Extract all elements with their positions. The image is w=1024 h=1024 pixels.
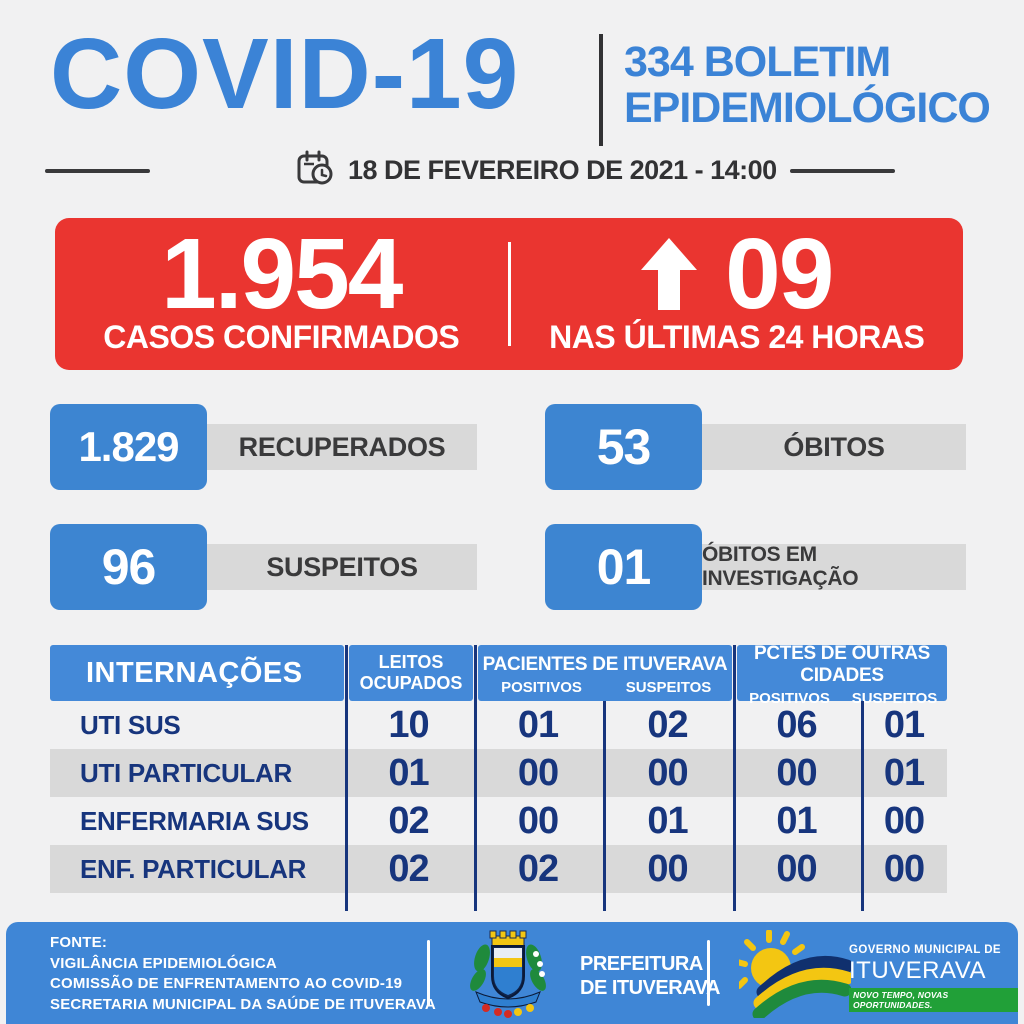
prefecture-line2: DE ITUVERAVA (580, 977, 720, 999)
government-wordmark: GOVERNO MUNICIPAL DE ITUVERAVA NOVO TEMP… (849, 944, 1018, 1013)
source-title: FONTE: (50, 934, 108, 951)
calendar-clock-icon (297, 150, 333, 185)
bulletin-number: 334 BOLETIM EPIDEMIOLÓGICO (624, 38, 991, 132)
bulletin-line2: EPIDEMIOLÓGICO (624, 83, 991, 132)
footer-source: FONTE: VIGILÂNCIA EPIDEMIOLÓGICA COMISSÃ… (50, 933, 436, 1016)
cell-value: 00 (776, 751, 817, 794)
confirmed-cases-banner: 1.954 CASOS CONFIRMADOS 09 NAS ÚLTIMAS 2… (55, 218, 963, 370)
confirmed-total-block: 1.954 CASOS CONFIRMADOS (55, 218, 508, 370)
table-row-enfermaria-sus: ENFERMARIA SUS 02 00 01 01 00 (50, 797, 947, 845)
cell-value: 01 (883, 751, 925, 794)
government-tagline-badge: NOVO TEMPO, NOVAS OPORTUNIDADES. (849, 988, 1018, 1012)
cell-value: 02 (647, 703, 688, 746)
delta-value: 09 (725, 217, 834, 330)
cell-value: 06 (776, 703, 817, 746)
stat-card-suspeitos: 96 SUSPEITOS (50, 524, 477, 610)
footer-divider (707, 940, 710, 1006)
cell-value: 00 (517, 751, 559, 794)
subcolumn-positivos: POSITIVOS (749, 690, 830, 707)
table-column-divider (861, 701, 864, 911)
row-label: UTI SUS (80, 709, 181, 740)
stat-label: ÓBITOS EM INVESTIGAÇÃO (702, 543, 966, 590)
row-label: UTI PARTICULAR (80, 757, 292, 788)
stat-label: RECUPERADOS (207, 424, 477, 470)
stat-value: 53 (545, 404, 702, 490)
prefecture-wordmark: PREFEITURA DE ITUVERAVA (580, 952, 720, 1000)
delta-24h-block: 09 NAS ÚLTIMAS 24 HORAS (511, 218, 964, 370)
source-line: VIGILÂNCIA EPIDEMIOLÓGICA (50, 954, 277, 972)
cell-value: 00 (776, 847, 817, 890)
prefecture-line1: PREFEITURA (580, 953, 703, 975)
cell-value: 00 (647, 751, 688, 794)
cell-value: 02 (388, 799, 429, 842)
column-group-pacientes-ituverava: PACIENTES DE ITUVERAVA POSITIVOS SUSPEIT… (478, 645, 732, 701)
confirmed-total-value: 1.954 (161, 217, 403, 330)
cell-value: 00 (883, 847, 925, 890)
table-row-enf-particular: ENF. PARTICULAR 02 02 00 00 00 (50, 845, 947, 893)
confirmed-total-label: CASOS CONFIRMADOS (103, 318, 460, 355)
date-text: 18 DE FEVEREIRO DE 2021 - 14:00 (348, 155, 777, 185)
government-sun-logo (739, 930, 851, 1018)
table-row-uti-particular: UTI PARTICULAR 01 00 00 00 01 (50, 749, 947, 797)
source-line: COMISSÃO DE ENFRENTAMENTO AO COVID-19 (50, 975, 403, 993)
up-arrow-icon (641, 237, 698, 310)
cell-value: 02 (388, 847, 429, 890)
stat-value: 1.829 (50, 404, 207, 490)
stat-label: SUSPEITOS (207, 544, 477, 590)
subcolumn-suspeitos: SUSPEITOS (851, 690, 938, 707)
table-column-divider (733, 645, 736, 911)
banner-divider (507, 242, 511, 346)
delta-label: NAS ÚLTIMAS 24 HORAS (549, 318, 925, 355)
table-column-divider (603, 701, 606, 911)
stat-value: 96 (50, 524, 207, 610)
cell-value: 00 (517, 799, 559, 842)
cell-value: 01 (517, 703, 559, 746)
government-line2: ITUVERAVA (849, 957, 986, 984)
stat-label: ÓBITOS (702, 424, 966, 470)
table-header: INTERNAÇÕES LEITOS OCUPADOS PACIENTES DE… (50, 643, 947, 707)
prefecture-coat-of-arms (470, 930, 546, 1018)
row-label: ENFERMARIA SUS (80, 805, 309, 836)
cell-value: 01 (776, 799, 817, 842)
column-header-leitos-ocupados: LEITOS OCUPADOS (349, 645, 473, 701)
stat-value: 01 (545, 524, 702, 610)
table-column-divider (474, 645, 477, 911)
cell-value: 01 (883, 703, 925, 746)
source-line: SECRETARIA MUNICIPAL DA SAÚDE DE ITUVERA… (50, 996, 436, 1014)
group-label: PACIENTES DE ITUVERAVA (482, 654, 728, 675)
government-line1: GOVERNO MUNICIPAL DE (849, 944, 1001, 956)
cell-value: 00 (647, 847, 688, 890)
header-divider (599, 34, 603, 146)
cell-value: 01 (647, 799, 688, 842)
col-beds-line2: OCUPADOS (359, 673, 463, 693)
bulletin-line1: 334 BOLETIM (624, 38, 891, 86)
page-title: COVID-19 (50, 18, 520, 130)
stat-card-obitos-investigacao: 01 ÓBITOS EM INVESTIGAÇÃO (545, 524, 966, 610)
cell-value: 10 (388, 703, 429, 746)
col-beds-line1: LEITOS (378, 652, 444, 673)
hospitalizations-table: INTERNAÇÕES LEITOS OCUPADOS PACIENTES DE… (50, 643, 947, 911)
group-label: PCTES DE OUTRAS CIDADES (753, 643, 931, 686)
column-group-pctes-outras-cidades: PCTES DE OUTRAS CIDADES POSITIVOS SUSPEI… (737, 643, 947, 707)
table-column-divider (345, 645, 348, 911)
footer-band: FONTE: VIGILÂNCIA EPIDEMIOLÓGICA COMISSÃ… (6, 922, 1018, 1024)
table-title: INTERNAÇÕES (50, 645, 344, 701)
date-rule-left (45, 169, 150, 173)
date-rule-right (790, 169, 895, 173)
subcolumn-positivos: POSITIVOS (501, 679, 582, 696)
stat-card-obitos: 53 ÓBITOS (545, 404, 966, 490)
stat-card-recuperados: 1.829 RECUPERADOS (50, 404, 477, 490)
subcolumn-suspeitos: SUSPEITOS (625, 679, 712, 696)
footer-divider (427, 940, 430, 1006)
cell-value: 00 (883, 799, 925, 842)
table-row-uti-sus: UTI SUS 10 01 02 06 01 (50, 701, 947, 749)
cell-value: 02 (517, 847, 559, 890)
cell-value: 01 (388, 751, 429, 794)
row-label: ENF. PARTICULAR (80, 853, 307, 884)
